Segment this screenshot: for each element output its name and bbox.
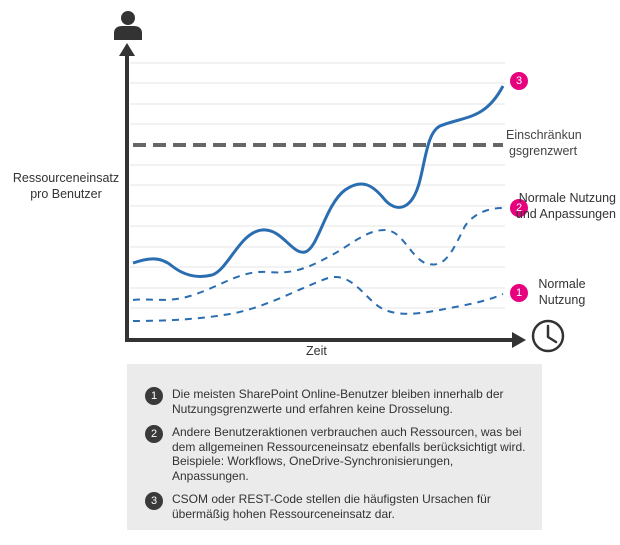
x-axis-label: Zeit	[306, 344, 327, 358]
user-icon	[114, 11, 142, 40]
series-2-line	[132, 207, 504, 301]
diagram-canvas	[114, 11, 565, 353]
note-text: Andere Benutzeraktionen verbrauchen auch…	[172, 425, 526, 483]
note-item: 2 Andere Benutzeraktionen verbrauchen au…	[145, 425, 530, 483]
series-2-label: Normale Nutzung und Anpassungen	[515, 191, 616, 221]
series-3-badge: 3	[510, 72, 528, 90]
y-axis-label: Ressourceneinsatz pro Benutzer	[12, 171, 120, 201]
note-number-badge: 3	[145, 492, 163, 510]
clock-icon	[531, 319, 565, 353]
series-2-badge: 2	[510, 199, 528, 217]
note-text: Die meisten SharePoint Online-Benutzer b…	[172, 387, 504, 416]
limit-label: Einschränkun gsgrenzwert	[506, 128, 582, 158]
notes-panel: 1 Die meisten SharePoint Online-Benutzer…	[127, 364, 542, 530]
note-text: CSOM oder REST-Code stellen die häufigst…	[172, 492, 491, 521]
series-3-line	[132, 85, 505, 278]
note-number-badge: 1	[145, 387, 163, 405]
note-item: 1 Die meisten SharePoint Online-Benutzer…	[145, 387, 530, 416]
series-1-label: Normale Nutzung	[538, 277, 586, 307]
series-1-line	[132, 275, 504, 322]
gridlines	[130, 62, 505, 309]
axes	[119, 43, 526, 348]
series-1-badge: 1	[510, 284, 528, 302]
note-item: 3 CSOM oder REST-Code stellen die häufig…	[145, 492, 530, 521]
note-number-badge: 2	[145, 425, 163, 443]
usage-diagram: Ressourceneinsatz pro Benutzer Zeit Eins…	[12, 11, 616, 358]
